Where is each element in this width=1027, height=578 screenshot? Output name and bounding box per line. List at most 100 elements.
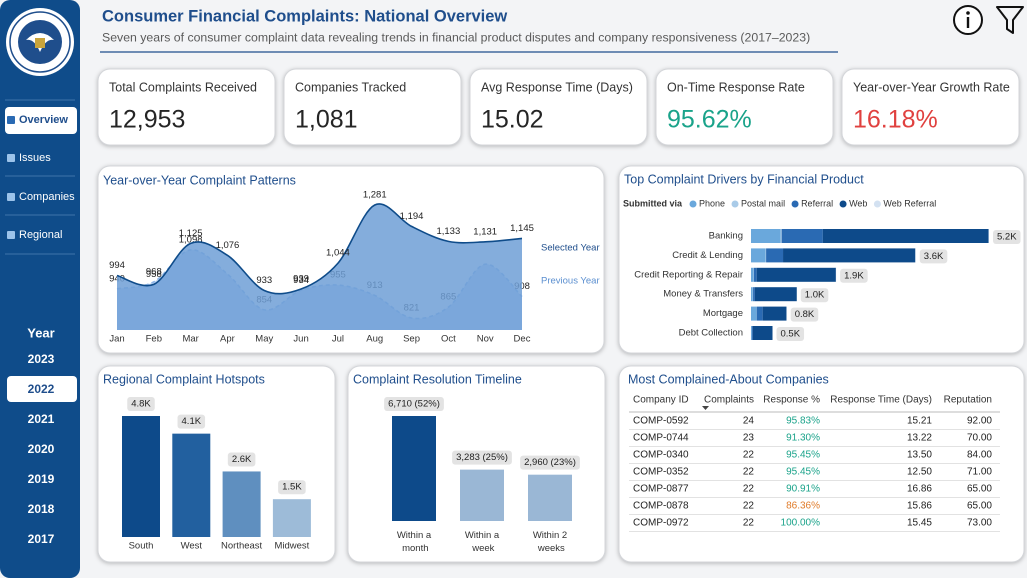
table-title: Most Complained-About Companies <box>628 372 829 386</box>
chart-title: Regional Complaint Hotspots <box>103 372 265 386</box>
nav-icon <box>7 231 15 239</box>
table-cell: 95.45% <box>786 467 820 478</box>
legend-swatch <box>731 200 739 208</box>
year-option[interactable]: 2018 <box>28 502 55 516</box>
bar-segment <box>754 287 797 302</box>
bar-segment <box>751 267 754 282</box>
table-cell: 84.00 <box>967 450 992 461</box>
y-tick-label: Mortgage <box>703 308 743 319</box>
info-button[interactable] <box>953 5 983 35</box>
nav-item[interactable]: Regional <box>19 229 62 241</box>
column-header: Response % <box>763 395 820 406</box>
table-cell: 22 <box>743 501 755 512</box>
table-cell: 13.50 <box>907 450 932 461</box>
bar <box>122 416 160 537</box>
filter-button[interactable] <box>996 6 1024 34</box>
bar-segment <box>751 306 757 321</box>
total-label: 3.6K <box>924 251 944 262</box>
bar-segment <box>751 248 766 263</box>
table-cell: COMP-0877 <box>633 484 689 495</box>
x-tick-label: Nov <box>477 334 494 345</box>
data-label-bg <box>384 397 444 411</box>
table-cell: 65.00 <box>967 484 992 495</box>
sort-indicator <box>702 406 709 410</box>
x-tick-label: West <box>181 541 203 552</box>
data-label: 1,125 <box>179 228 203 239</box>
bar-segment <box>766 248 784 263</box>
table-cell: 15.45 <box>907 518 932 529</box>
table-cell: 95.45% <box>786 450 820 461</box>
chart-title: Complaint Resolution Timeline <box>353 372 522 386</box>
chart-title: Year-over-Year Complaint Patterns <box>103 173 296 187</box>
data-label: 1.5K <box>282 482 302 493</box>
y-tick-label: Debt Collection <box>679 328 743 339</box>
kpi-label: Year-over-Year Growth Rate <box>853 80 1010 94</box>
table-cell: 22 <box>743 484 755 495</box>
x-tick-label: Northeast <box>221 541 263 552</box>
nav-icon <box>7 193 15 201</box>
bar-segment <box>783 248 916 263</box>
table-cell: 15.86 <box>907 501 932 512</box>
bar-segment <box>781 229 823 243</box>
table-cell: 86.36% <box>786 501 820 512</box>
data-label: 939 <box>293 274 309 285</box>
year-option[interactable]: 2023 <box>28 352 55 366</box>
table-cell: 22 <box>743 518 755 529</box>
bar-segment <box>751 326 752 340</box>
data-label: 2,960 (23%) <box>524 457 576 468</box>
total-label-bg <box>776 327 805 341</box>
table-cell: 100.00% <box>781 518 821 529</box>
bar-segment <box>751 326 753 340</box>
bar-segment <box>780 229 782 243</box>
column-header: Response Time (Days) <box>830 395 932 406</box>
year-option[interactable]: 2017 <box>28 532 55 546</box>
data-label: 1,194 <box>400 211 424 222</box>
nav-item[interactable]: Companies <box>19 191 75 203</box>
bar-segment <box>753 287 755 302</box>
total-label-bg <box>790 307 819 322</box>
table-cell: 22 <box>743 450 755 461</box>
total-label: 0.8K <box>795 309 815 320</box>
series-line <box>116 203 523 295</box>
table-cell: COMP-0744 <box>633 433 689 444</box>
y-tick-label: Money & Transfers <box>663 289 743 300</box>
data-label: 1,098 <box>179 234 203 245</box>
table-cell: COMP-0352 <box>633 467 689 478</box>
total-label: 1.9K <box>844 270 864 281</box>
legend-entry: Selected Year <box>541 243 600 254</box>
kpi-label: Avg Response Time (Days) <box>481 80 633 94</box>
nav-icon <box>7 154 15 162</box>
nav-selected <box>5 107 77 134</box>
bar-segment <box>753 267 757 282</box>
data-label: 1,044 <box>326 248 350 259</box>
page-subtitle: Seven years of consumer complaint data r… <box>102 30 810 44</box>
bar-segment <box>762 306 787 321</box>
data-label: 4.8K <box>131 399 151 410</box>
table-cell: 22 <box>743 467 755 478</box>
y-tick-label: Credit & Lending <box>672 250 743 261</box>
year-option[interactable]: 2020 <box>28 442 55 456</box>
table-cell: COMP-0878 <box>633 501 689 512</box>
year-option[interactable]: 2019 <box>28 472 55 486</box>
nav-item[interactable]: Issues <box>19 152 51 164</box>
legend-swatch <box>873 200 881 208</box>
legend-entry: Phone <box>699 198 725 208</box>
data-label: 1,145 <box>510 223 534 234</box>
nav-icon <box>7 116 15 124</box>
kpi-label: Companies Tracked <box>295 80 406 94</box>
nav-item[interactable]: Overview <box>19 114 68 126</box>
table-cell: 71.00 <box>967 467 992 478</box>
year-option[interactable]: 2022 <box>28 382 55 396</box>
kpi-card <box>97 68 276 146</box>
kpi-value: 15.02 <box>481 106 544 134</box>
year-option[interactable]: 2021 <box>28 412 55 426</box>
data-label-bg <box>278 480 306 495</box>
bar <box>460 469 504 521</box>
data-label: 2.6K <box>232 454 252 465</box>
bar <box>172 433 211 537</box>
kpi-card <box>283 68 462 146</box>
kpi-label: On-Time Response Rate <box>667 80 805 94</box>
legend-entry: Referral <box>801 198 833 208</box>
y-tick-label: Credit Reporting & Repair <box>634 269 743 280</box>
